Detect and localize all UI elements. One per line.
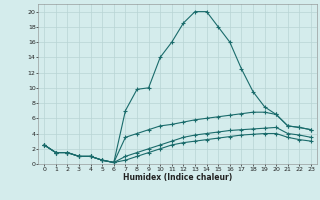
X-axis label: Humidex (Indice chaleur): Humidex (Indice chaleur) xyxy=(123,173,232,182)
